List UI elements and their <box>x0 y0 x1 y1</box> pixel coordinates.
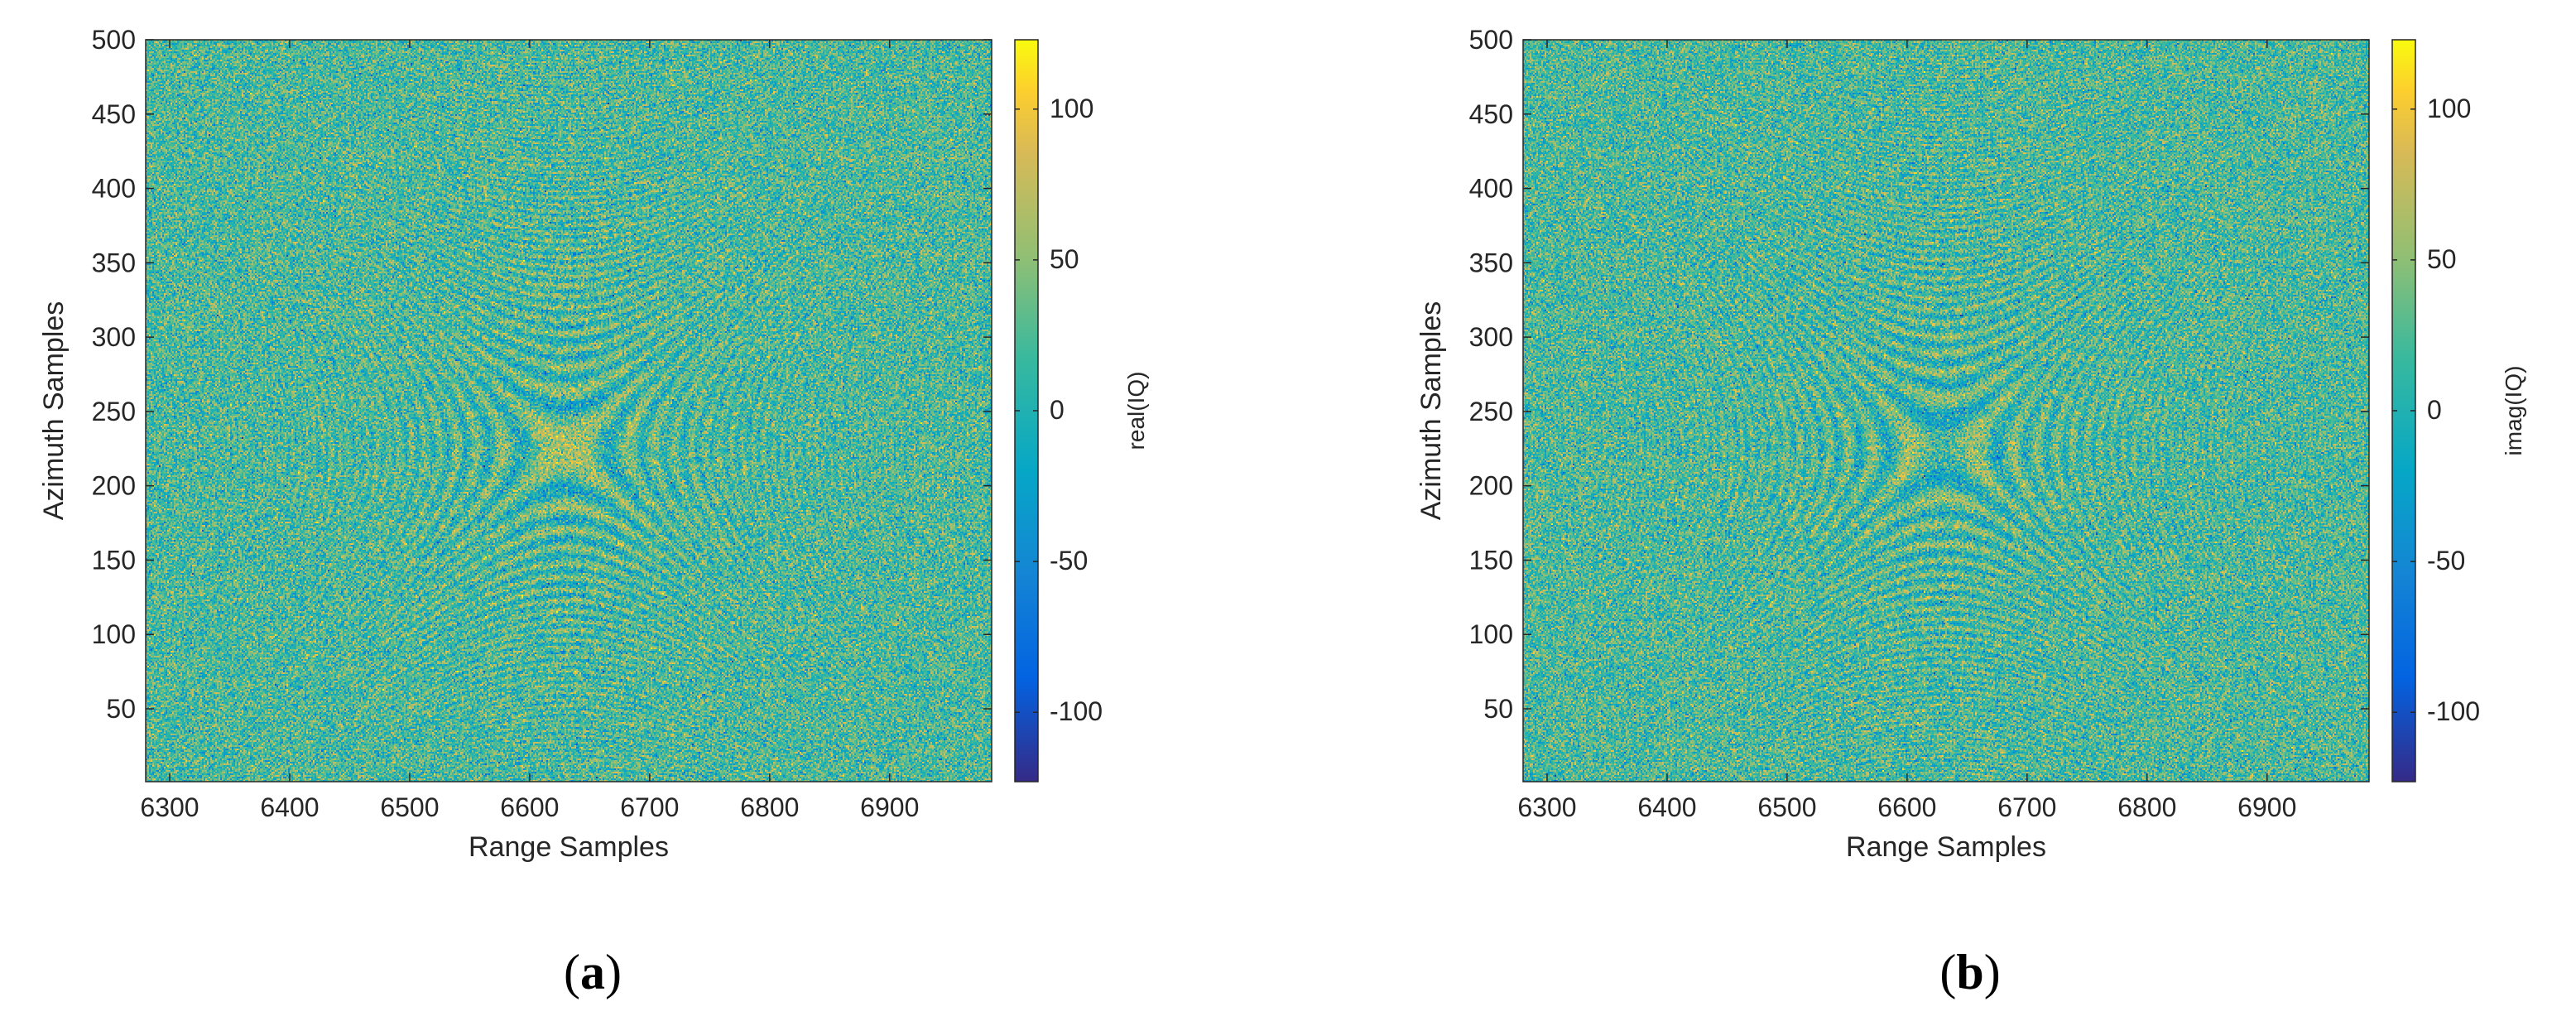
y-tick-label: 500 <box>92 25 136 55</box>
x-tick-label: 6900 <box>860 792 919 822</box>
y-tick-label: 350 <box>1469 248 1513 277</box>
y-tick-label: 350 <box>92 248 136 277</box>
colorbar-tick-label: -50 <box>1050 546 1088 575</box>
x-axis-label: Range Samples <box>469 831 669 863</box>
y-tick-label: 150 <box>92 545 136 575</box>
y-axis-label: Azimuth Samples <box>1415 301 1447 521</box>
y-tick-label: 300 <box>92 322 136 352</box>
panel-caption: (a) <box>564 945 622 999</box>
axes-frame <box>145 39 992 782</box>
y-tick-label: 100 <box>92 619 136 649</box>
axes-frame <box>1522 39 2370 782</box>
heatmap-image <box>1523 40 2369 782</box>
colorbar-label: real(IQ) <box>1123 372 1149 450</box>
heatmap-image <box>146 40 992 782</box>
y-tick-label: 50 <box>1483 694 1513 724</box>
x-tick-label: 6500 <box>380 792 439 822</box>
colorbar-tick-label: 100 <box>2427 94 2471 123</box>
x-tick-label: 6800 <box>2117 792 2176 822</box>
colorbar-tick-label: -50 <box>2427 546 2465 575</box>
x-tick-label: 6400 <box>260 792 319 822</box>
x-tick-label: 6700 <box>620 792 679 822</box>
y-tick-label: 300 <box>1469 322 1513 352</box>
panel-caption-letter: b <box>1956 945 1983 999</box>
x-tick-label: 6600 <box>500 792 559 822</box>
y-tick-label: 100 <box>1469 619 1513 649</box>
y-tick-label: 400 <box>92 174 136 204</box>
y-tick-label: 200 <box>92 471 136 501</box>
x-tick-label: 6700 <box>1997 792 2056 822</box>
panel-caption-letter: a <box>580 945 605 999</box>
y-tick-label: 250 <box>1469 397 1513 426</box>
x-tick-label: 6300 <box>140 792 199 822</box>
y-axis-label: Azimuth Samples <box>38 301 70 521</box>
x-tick-label: 6600 <box>1877 792 1936 822</box>
y-tick-label: 250 <box>92 397 136 426</box>
y-tick-label: 50 <box>106 694 136 724</box>
x-tick-label: 6300 <box>1517 792 1576 822</box>
y-tick-label: 400 <box>1469 174 1513 204</box>
panel-b: 6300 6400 6500 6600 6700 6800 6900 50 100 150 200 2… <box>1415 25 2526 999</box>
y-tick-label: 500 <box>1469 25 1513 55</box>
colorbar-tick-label: 50 <box>1050 244 1079 274</box>
x-tick-label: 6800 <box>740 792 799 822</box>
colorbar-label: imag(IQ) <box>2501 366 2526 456</box>
x-tick-label: 6400 <box>1637 792 1696 822</box>
colorbar-tick-label: 100 <box>1050 94 1093 123</box>
x-tick-label: 6900 <box>2237 792 2296 822</box>
colorbar-tick-label: -100 <box>2427 696 2480 726</box>
colorbar-tick-label: 50 <box>2427 244 2457 274</box>
x-axis-label: Range Samples <box>1846 831 2046 863</box>
panel-caption: (b) <box>1939 945 2000 999</box>
colorbar-tick-label: -100 <box>1050 696 1103 726</box>
colorbar-tick-label: 0 <box>2427 395 2442 425</box>
y-tick-label: 150 <box>1469 545 1513 575</box>
y-tick-label: 200 <box>1469 471 1513 501</box>
colorbar-tick-label: 0 <box>1050 395 1065 425</box>
panel-a: 6300 6400 6500 6600 6700 6800 6900 50 100 150 200 2… <box>38 25 1149 999</box>
y-tick-label: 450 <box>92 99 136 129</box>
x-tick-label: 6500 <box>1757 792 1816 822</box>
y-tick-label: 450 <box>1469 99 1513 129</box>
